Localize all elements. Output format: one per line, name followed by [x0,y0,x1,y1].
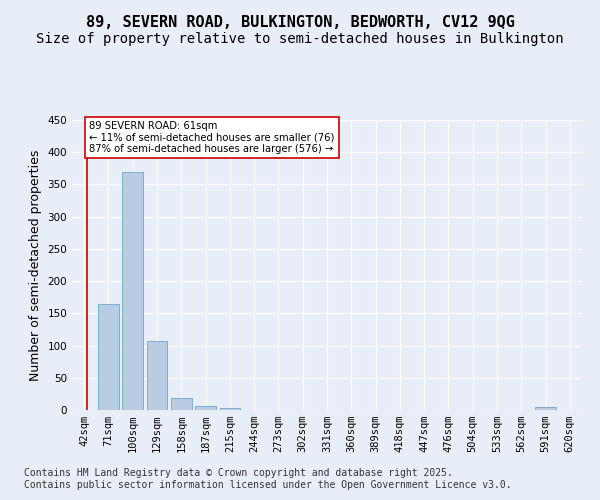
Bar [146,341,167,410]
Bar [220,408,240,410]
Bar [122,172,143,410]
Bar [195,406,216,410]
Text: 89 SEVERN ROAD: 61sqm
← 11% of semi-detached houses are smaller (76)
87% of semi: 89 SEVERN ROAD: 61sqm ← 11% of semi-deta… [89,122,335,154]
Bar [98,304,119,410]
Text: 89, SEVERN ROAD, BULKINGTON, BEDWORTH, CV12 9QG: 89, SEVERN ROAD, BULKINGTON, BEDWORTH, C… [86,15,514,30]
Text: Contains HM Land Registry data © Crown copyright and database right 2025.
Contai: Contains HM Land Registry data © Crown c… [24,468,512,490]
Y-axis label: Number of semi-detached properties: Number of semi-detached properties [29,150,42,380]
Bar [535,407,556,410]
Text: Size of property relative to semi-detached houses in Bulkington: Size of property relative to semi-detach… [36,32,564,46]
Bar [171,398,191,410]
